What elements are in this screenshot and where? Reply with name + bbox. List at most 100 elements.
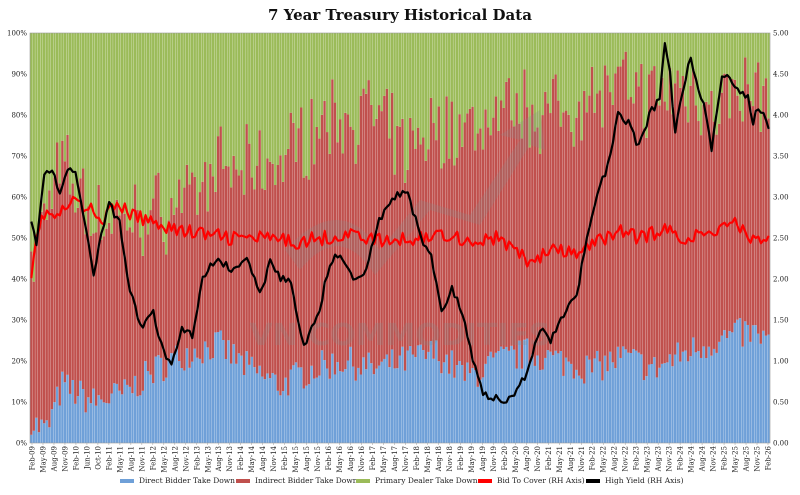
bar-primary [551,33,555,79]
bar-direct [237,353,241,443]
bar-primary [406,33,409,170]
bar-direct [671,366,674,443]
bar-indirect [541,115,544,370]
bar-indirect [222,168,225,341]
bar-direct [609,351,612,443]
bar-indirect [279,155,282,396]
legend-indirect: Indirect Bidder Take Down [236,476,358,485]
bar-primary [416,33,420,128]
x-tick-label: May-25 [732,446,740,473]
bar-direct [118,390,121,443]
bar-indirect [619,66,622,358]
bar-indirect [372,126,376,375]
bar-direct [53,402,56,443]
bar-indirect [40,211,43,420]
bar-primary [424,33,428,161]
bar-primary [702,33,705,105]
bar-primary [453,33,456,166]
bar-primary [515,33,518,94]
bar-direct [227,340,230,443]
x-tick-label: Nov-14 [270,445,278,471]
bar-primary [653,33,656,67]
bar-primary [206,33,209,212]
bar-primary [53,33,56,178]
bar-direct [245,351,248,443]
bar-primary [767,33,770,119]
bar-primary [154,33,157,176]
bar-indirect [741,121,744,347]
bar-primary [463,33,466,123]
bar-indirect [354,163,357,381]
bar-primary [354,33,357,164]
bar-indirect [515,93,518,369]
bar-primary [362,33,365,89]
bar-primary [180,33,183,213]
bar-direct [588,359,591,443]
bar-direct [692,337,695,443]
bar-indirect [733,79,736,323]
bar-indirect [681,75,685,352]
bar-direct [284,377,287,443]
x-tick-label: Nov-18 [446,446,454,472]
bar-direct [754,325,757,443]
bar-direct [666,362,669,443]
bar-direct [266,373,269,443]
bar-direct [689,356,692,443]
bar-indirect [525,107,529,339]
y-right-tick-label: 1.50 [773,317,789,325]
bar-direct [660,363,664,443]
bar-indirect [102,236,106,403]
bar-primary [437,33,440,107]
bar-indirect [455,157,459,366]
legend-label-indirect: Indirect Bidder Take Down [255,476,358,485]
bar-direct [764,335,768,443]
x-tick-label: Nov-12 [182,446,190,472]
bar-direct [35,417,38,443]
bar-primary [87,33,90,207]
bar-direct [546,350,550,443]
bar-direct [162,381,165,443]
bar-primary [546,33,550,104]
bar-primary [128,33,132,228]
legend-primary: Primary Dealer Take Down [356,476,478,485]
bar-primary [372,33,376,127]
x-tick-label: Feb-24 [677,445,685,470]
bar-direct [461,365,464,443]
bar-direct [536,355,539,443]
bar-primary [113,33,116,210]
bar-primary [554,33,557,75]
bar-direct [642,380,646,443]
bar-indirect [383,95,386,359]
bar-indirect [572,146,576,379]
legend-swatch-indirect [236,478,250,483]
bar-direct [120,394,124,443]
bar-indirect [754,72,757,326]
bar-primary [705,33,708,102]
bar-indirect [640,63,643,355]
bar-indirect [313,164,316,379]
bar-direct [453,377,456,443]
bar-direct [502,349,505,443]
bar-primary [499,33,503,101]
bar-primary [751,33,755,107]
x-tick-label: Jun-10 [83,446,91,470]
bar-indirect [359,95,363,375]
bar-primary [523,33,526,70]
bar-direct [520,368,524,443]
bar-direct [87,397,90,443]
bar-primary [679,33,682,88]
bar-direct [84,412,87,443]
bar-direct [523,339,526,443]
bar-primary [284,33,287,155]
x-tick-label: Aug-24 [699,445,707,472]
bar-primary [403,33,407,183]
bar-direct [66,374,69,443]
chart-title: 7 Year Treasury Historical Data [268,6,532,24]
bar-direct [658,367,661,443]
x-tick-label: Nov-25 [754,446,762,472]
bar-primary [502,33,505,108]
bar-primary [606,33,609,76]
bar-indirect [551,78,555,356]
bar-direct [435,340,438,443]
bar-primary [326,33,329,133]
